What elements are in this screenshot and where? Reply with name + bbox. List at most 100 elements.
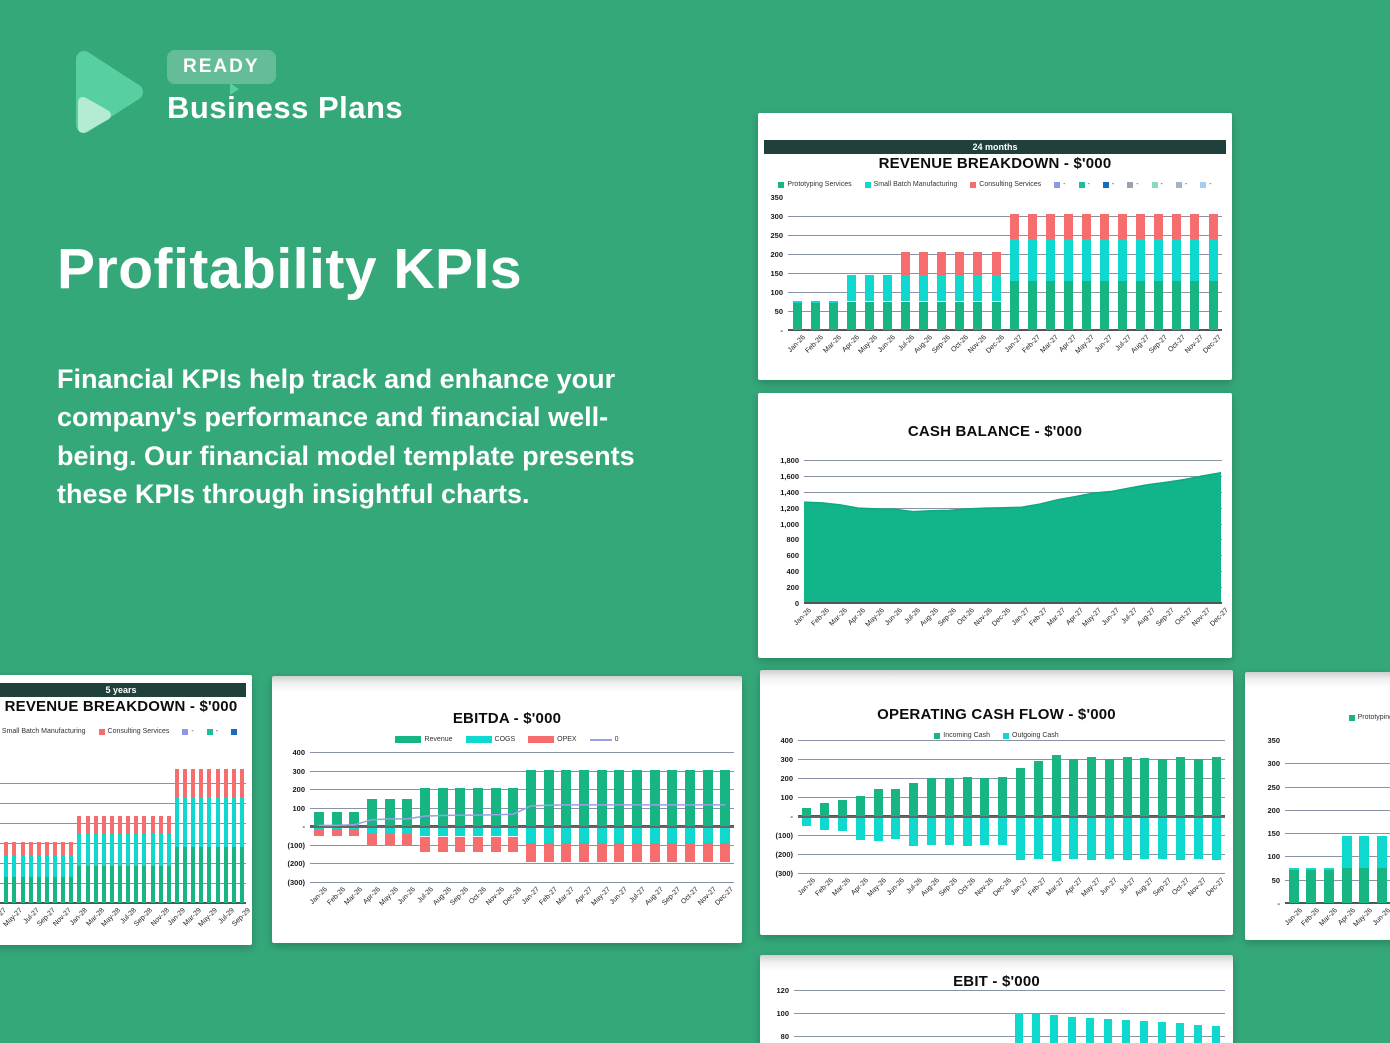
bar-segment: [1136, 238, 1146, 282]
bar-segment: [349, 829, 360, 837]
bar-segment: [455, 788, 466, 827]
bar-segment: [864, 274, 874, 302]
bar-segment: [909, 782, 919, 817]
legend-swatch-icon: [778, 181, 785, 188]
bar-segment: [578, 843, 589, 862]
bar-segment: [437, 788, 448, 827]
grid-line: [1285, 809, 1390, 811]
bar-segment: [1158, 1022, 1167, 1043]
grid-line: [794, 1036, 1225, 1037]
bar-segment: [962, 777, 972, 816]
legend-swatch-icon: [1348, 714, 1355, 721]
bar-segment: [1063, 238, 1073, 282]
bar-segment: [525, 826, 536, 843]
bar-segment: [1140, 1021, 1149, 1043]
bar-segment: [174, 769, 179, 798]
bar-segment: [93, 834, 98, 866]
bar-segment: [239, 798, 244, 847]
grid-line: [804, 571, 1222, 573]
y-axis-label: 100: [776, 1009, 789, 1018]
bar-segment: [313, 812, 324, 827]
bar-segment: [1172, 238, 1182, 282]
bar-segment: [1063, 281, 1073, 330]
bar-segment: [4, 877, 9, 903]
grid-line: [1285, 856, 1390, 858]
grid-line: [310, 844, 734, 846]
grid-line: [804, 587, 1222, 589]
legend-item: Consulting Services: [970, 181, 1041, 188]
bar-segment: [596, 843, 607, 862]
bar-segment: [883, 274, 892, 302]
bar-segment: [508, 788, 519, 827]
bar-segment: [166, 816, 171, 834]
bar-segment: [69, 877, 74, 903]
bar-segment: [955, 274, 965, 302]
bar-segment: [578, 769, 589, 827]
bar-segment: [20, 855, 25, 878]
bar-segment: [1100, 214, 1109, 239]
y-axis-label: 100: [780, 793, 793, 802]
bar-segment: [28, 842, 33, 855]
legend-swatch-icon: [934, 732, 941, 739]
bar-segment: [1045, 281, 1055, 330]
grid-line: [788, 254, 1222, 255]
chart-card-operating-cash-flow: OPERATING CASH FLOW - $'000 Incoming Cash…: [760, 670, 1233, 935]
bar-segment: [101, 866, 106, 903]
y-axis-label: 150: [770, 269, 783, 278]
legend-item: Revenue: [395, 736, 453, 743]
bar-segment: [1118, 214, 1127, 239]
y-axis-label: -: [780, 326, 784, 335]
grid-line: [788, 216, 1222, 217]
y-axis-label: (300): [287, 878, 305, 887]
chart-title: CASH BALANCE - $'000: [907, 423, 1083, 440]
brand-name-label: Business Plans: [167, 90, 404, 125]
bar-segment: [1176, 757, 1185, 816]
bar-segment: [118, 816, 122, 834]
chart-card-revenue-breakdown-24m: 24 months REVENUE BREAKDOWN - $'000 Protot…: [758, 113, 1232, 380]
bar-segment: [1190, 214, 1200, 239]
bar-segment: [472, 826, 483, 837]
bar-segment: [720, 769, 731, 827]
bar-segment: [919, 274, 929, 302]
legend-item: -: [1175, 181, 1187, 188]
grid-line: [0, 863, 246, 864]
chart-plot: Mar-27 May-27 Jul-27 Sep-27 Nov-27 Jan-28 Mar-…: [0, 763, 252, 928]
bar-segment: [1069, 816, 1079, 859]
chart-title: REVENUE BREAKDOWN - $'000: [878, 155, 1112, 172]
bar-segment: [1306, 867, 1317, 871]
legend-item: [231, 728, 240, 735]
bar-segment: [331, 812, 342, 827]
bar-segment: [883, 301, 892, 330]
bar-segment: [1069, 759, 1079, 816]
legend-item: -: [1078, 181, 1090, 188]
page-title: Profitability KPIs: [57, 237, 523, 301]
bar-segment: [134, 866, 139, 903]
bar-segment: [937, 301, 947, 330]
bar-segment: [93, 816, 98, 834]
bar-segment: [955, 301, 965, 330]
grid-line: [798, 873, 1225, 874]
bar-segment: [4, 855, 9, 878]
bar-segment: [126, 816, 131, 834]
bar-segment: [991, 274, 1001, 302]
bar-segment: [158, 866, 163, 903]
bar-segment: [901, 252, 910, 275]
bar-segment: [1208, 238, 1218, 282]
bar-segment: [36, 855, 41, 878]
legend-swatch-icon: [1102, 181, 1109, 188]
bar-segment: [313, 829, 324, 837]
grid-line: [0, 803, 246, 804]
legend-label: Small Batch Manufacturing: [873, 181, 958, 188]
legend-item: COGS: [465, 736, 515, 743]
y-axis-label: 600: [786, 551, 799, 561]
grid-line: [0, 883, 246, 884]
bar-segment: [118, 866, 122, 903]
play-accent-icon: [230, 83, 239, 95]
bar-segment: [944, 778, 954, 816]
bar-segment: [1122, 1019, 1131, 1043]
grid-line: [1285, 786, 1390, 788]
grid-line: [804, 555, 1222, 557]
legend-swatch-icon: [98, 728, 105, 735]
